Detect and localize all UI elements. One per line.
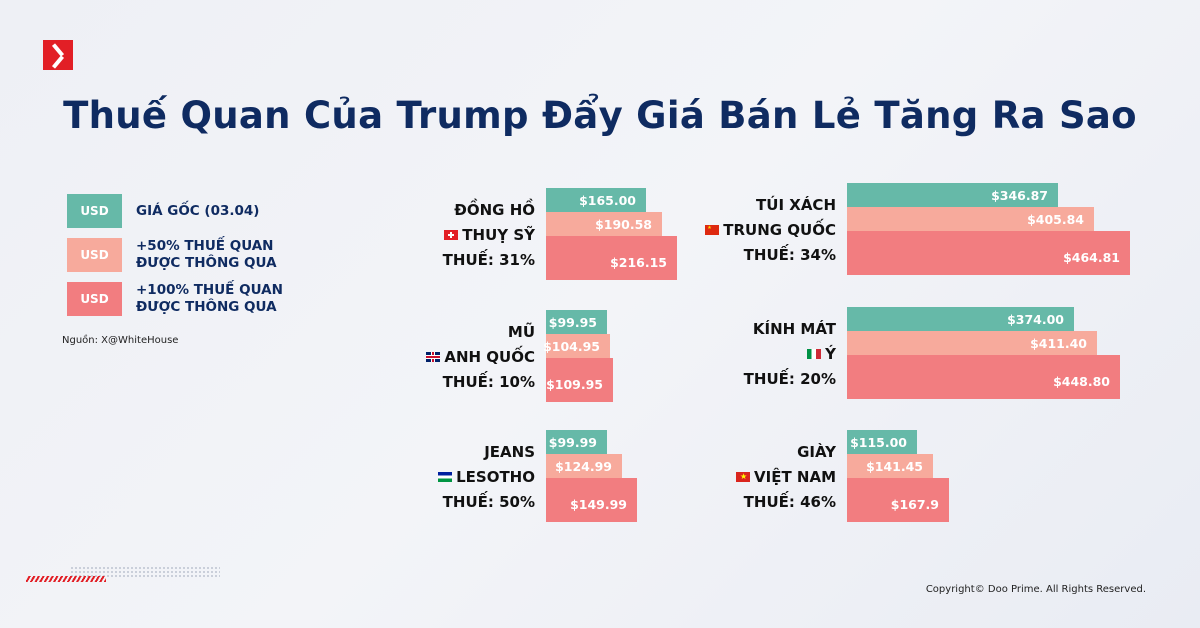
product-name: ĐỒNG HỒ	[454, 201, 535, 219]
product-label: MŨ ANH QUỐC THUẾ: 10%	[426, 320, 535, 395]
tax-rate: THUẾ: 10%	[442, 373, 535, 391]
italy-flag-icon	[807, 345, 825, 363]
page-title: Thuế Quan Của Trump Đẩy Giá Bán Lẻ Tăng …	[63, 94, 1137, 137]
country-name: ★ VIỆT NAM	[736, 465, 836, 490]
tax-rate: THUẾ: 31%	[442, 251, 535, 269]
legend-label: +100% THUẾ QUAN ĐƯỢC THÔNG QUA	[136, 282, 283, 315]
product-name: GIÀY	[797, 443, 836, 461]
legend-swatch: USD	[67, 194, 122, 228]
bar-tariff-100: $167.9	[847, 478, 949, 522]
product-name: JEANS	[484, 443, 535, 461]
country-text: LESOTHO	[456, 468, 535, 486]
bar-tariff-50: $405.84	[847, 207, 1094, 231]
source-note: Nguồn: X@WhiteHouse	[62, 335, 179, 346]
bar-tariff-50: $411.40	[847, 331, 1097, 355]
product-name: MŨ	[507, 323, 535, 341]
legend-label: GIÁ GỐC (03.04)	[136, 202, 260, 219]
country-name: LESOTHO	[438, 465, 535, 490]
country-text: VIỆT NAM	[754, 468, 836, 486]
bar-original: $374.00	[847, 307, 1074, 331]
bar-original: $346.87	[847, 183, 1058, 207]
bar-tariff-100: $448.80	[847, 355, 1120, 399]
bar-tariff-50: $124.99	[546, 454, 622, 478]
tax-rate: THUẾ: 50%	[442, 493, 535, 511]
tax-rate: THUẾ: 20%	[743, 370, 836, 388]
bar-original: $99.99	[546, 430, 607, 454]
country-text: Ý	[825, 345, 836, 363]
legend-label: +50% THUẾ QUAN ĐƯỢC THÔNG QUA	[136, 238, 277, 271]
bar-original: $99.95	[546, 310, 607, 334]
legend-swatch: USD	[67, 282, 122, 316]
product-label: GIÀY ★ VIỆT NAM THUẾ: 46%	[736, 440, 836, 515]
bar-tariff-50: $104.95	[543, 334, 610, 358]
country-name: Ý	[744, 342, 836, 367]
legend-item-original: USD GIÁ GỐC (03.04)	[67, 194, 259, 228]
country-text: TRUNG QUỐC	[723, 221, 836, 239]
legend-item-100: USD +100% THUẾ QUAN ĐƯỢC THÔNG QUA	[67, 282, 296, 316]
decorative-dots	[70, 566, 220, 578]
bar-tariff-100: $109.95	[546, 358, 613, 402]
decorative-stripe	[26, 576, 106, 582]
legend-swatch: USD	[67, 238, 122, 272]
bar-original: $165.00	[546, 188, 646, 212]
bar-original: $115.00	[847, 430, 917, 454]
product-label: TÚI XÁCH ★ TRUNG QUỐC THUẾ: 34%	[705, 193, 836, 268]
bar-tariff-100: $216.15	[546, 236, 677, 280]
product-label: KÍNH MÁT Ý THUẾ: 20%	[744, 317, 836, 392]
country-text: THUỴ SỸ	[462, 226, 535, 244]
country-name: ANH QUỐC	[426, 345, 535, 370]
country-text: ANH QUỐC	[444, 348, 535, 366]
bar-tariff-100: $149.99	[546, 478, 637, 522]
legend-item-50: USD +50% THUẾ QUAN ĐƯỢC THÔNG QUA	[67, 238, 296, 272]
product-name: TÚI XÁCH	[756, 196, 836, 214]
product-label: ĐỒNG HỒ THUỴ SỸ THUẾ: 31%	[443, 198, 535, 273]
copyright: Copyright© Doo Prime. All Rights Reserve…	[925, 584, 1146, 595]
uk-flag-icon	[426, 348, 444, 366]
bar-tariff-50: $141.45	[847, 454, 933, 478]
tax-rate: THUẾ: 34%	[743, 246, 836, 264]
china-flag-icon: ★	[705, 221, 723, 239]
bar-tariff-50: $190.58	[546, 212, 662, 236]
tax-rate: THUẾ: 46%	[743, 493, 836, 511]
doo-prime-logo	[43, 40, 73, 70]
country-name: THUỴ SỸ	[443, 223, 535, 248]
lesotho-flag-icon	[438, 468, 456, 486]
switzerland-flag-icon	[444, 226, 462, 244]
vietnam-flag-icon: ★	[736, 468, 754, 486]
country-name: ★ TRUNG QUỐC	[705, 218, 836, 243]
product-label: JEANS LESOTHO THUẾ: 50%	[438, 440, 535, 515]
product-name: KÍNH MÁT	[752, 320, 836, 338]
bar-tariff-100: $464.81	[847, 231, 1130, 275]
